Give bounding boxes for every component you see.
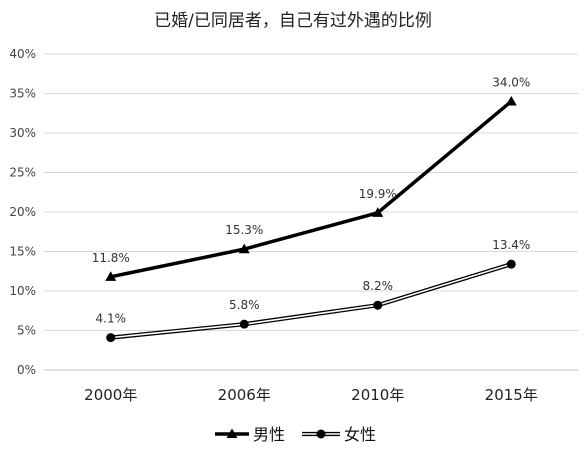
data-point <box>372 207 384 217</box>
y-tick-label: 15% <box>9 245 36 259</box>
data-point <box>506 259 516 269</box>
y-tick-label: 40% <box>9 47 36 61</box>
gridlines <box>44 53 578 371</box>
x-tick-label: 2015年 <box>485 386 538 404</box>
x-axis-ticks: 2000年 2006年 2010年 2015年 <box>84 386 538 404</box>
data-point <box>239 319 249 329</box>
x-tick-label: 2006年 <box>218 386 271 404</box>
data-point <box>505 95 517 106</box>
y-tick-label: 20% <box>9 205 36 219</box>
series-line <box>110 100 513 279</box>
data-point <box>238 243 250 254</box>
y-tick-label: 30% <box>9 126 36 140</box>
series-layer <box>105 95 517 343</box>
legend: 男性 女性 <box>215 425 376 444</box>
series-female <box>106 259 516 343</box>
x-tick-label: 2000年 <box>84 386 137 404</box>
data-point <box>373 300 383 310</box>
y-tick-label: 0% <box>17 363 36 377</box>
data-label: 34.0% <box>492 75 530 89</box>
y-tick-label: 35% <box>9 87 36 101</box>
data-label: 11.8% <box>92 251 130 265</box>
series-line-outer <box>110 262 512 340</box>
chart-title: 已婚/已同居者，自己有过外遇的比例 <box>154 11 432 31</box>
legend-label-female: 女性 <box>344 425 376 444</box>
data-point <box>106 333 116 343</box>
legend-marker-female <box>316 429 326 439</box>
x-tick-label: 2010年 <box>351 386 404 404</box>
data-label: 15.3% <box>225 223 263 237</box>
data-label: 19.9% <box>359 187 397 201</box>
y-axis-ticks: 0% 5% 10% 15% 20% 25% 30% 35% 40% <box>9 47 36 377</box>
data-labels: 11.8% 15.3% 19.9% 34.0% 4.1% 5.8% 8.2% 13.4% <box>92 75 531 325</box>
y-tick-label: 10% <box>9 284 36 298</box>
legend-label-male: 男性 <box>253 425 285 444</box>
legend-marker-male <box>226 428 238 438</box>
series-male <box>105 95 517 281</box>
data-label: 4.1% <box>96 312 127 326</box>
series-line-inner <box>110 263 512 339</box>
data-label: 13.4% <box>492 238 530 252</box>
y-tick-label: 25% <box>9 166 36 180</box>
y-tick-label: 5% <box>17 324 36 338</box>
data-label: 8.2% <box>363 279 394 293</box>
data-point <box>105 271 117 281</box>
data-label: 5.8% <box>229 298 260 312</box>
